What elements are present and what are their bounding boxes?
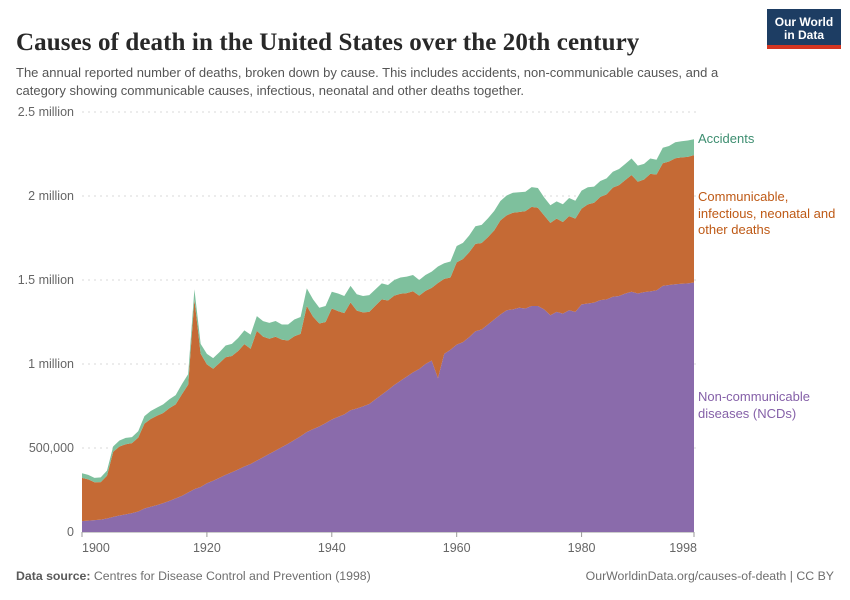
logo-line-2: in Data	[783, 28, 824, 42]
chart-footer: Data source: Centres for Disease Control…	[16, 569, 834, 583]
data-source: Data source: Centres for Disease Control…	[16, 569, 371, 583]
y-tick-label: 2 million	[28, 189, 74, 203]
area-non-communicable-diseases[interactable]	[82, 282, 694, 532]
series-label-accidents[interactable]: Accidents	[698, 131, 755, 146]
area-communicable-infectious-neonatal-other[interactable]	[82, 155, 694, 522]
data-source-text: Centres for Disease Control and Preventi…	[90, 569, 371, 583]
x-tick-label: 1900	[82, 541, 110, 555]
area-accidents[interactable]	[82, 139, 694, 483]
x-tick-label: 1998	[669, 541, 697, 555]
logo-red-stripe	[767, 45, 841, 49]
y-tick-label: 1.5 million	[18, 273, 74, 287]
credit-link[interactable]: OurWorldinData.org/causes-of-death | CC …	[585, 569, 834, 583]
y-tick-label: 1 million	[28, 357, 74, 371]
x-tick-label: 1920	[193, 541, 221, 555]
x-tick-label: 1940	[318, 541, 346, 555]
y-tick-label: 0	[67, 525, 74, 539]
series-label-ncd[interactable]: Non-communicable diseases (NCDs)	[698, 389, 810, 421]
page-subtitle: The annual reported number of deaths, br…	[16, 65, 719, 98]
x-tick-label: 1960	[443, 541, 471, 555]
y-tick-label: 500,000	[29, 441, 74, 455]
logo-line-1: Our World	[774, 14, 834, 29]
y-tick-label: 2.5 million	[18, 105, 74, 119]
series-label-communicable[interactable]: Communicable, infectious, neonatal and o…	[698, 189, 836, 237]
x-tick-label: 1980	[568, 541, 596, 555]
page-title: Causes of death in the United States ove…	[16, 28, 640, 56]
data-source-label: Data source:	[16, 569, 91, 583]
owid-logo: Our World in Data	[767, 9, 841, 49]
